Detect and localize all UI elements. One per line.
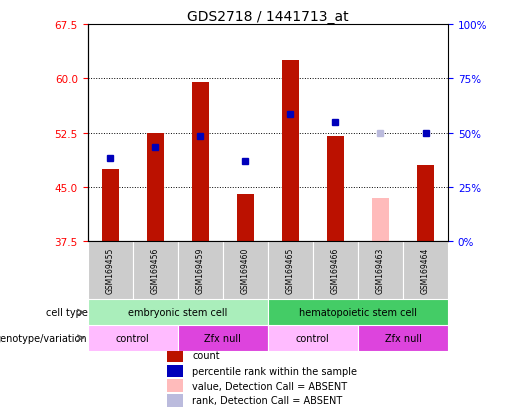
Bar (222, 242, 268, 300)
Text: GSM169465: GSM169465 (286, 247, 295, 294)
Text: control: control (296, 333, 330, 343)
Bar (282, 61, 299, 242)
Bar (133, 242, 178, 300)
Text: count: count (192, 351, 220, 361)
Text: GSM169460: GSM169460 (241, 247, 250, 294)
Text: GSM169463: GSM169463 (376, 247, 385, 294)
Bar (178, 242, 222, 300)
Bar (372, 198, 389, 242)
Bar (101, 169, 118, 242)
Bar (167, 349, 183, 362)
Bar (358, 242, 403, 300)
Title: GDS2718 / 1441713_at: GDS2718 / 1441713_at (187, 10, 349, 24)
Bar (167, 394, 183, 406)
Bar (167, 365, 183, 377)
Text: GSM169464: GSM169464 (421, 247, 430, 294)
Text: rank, Detection Call = ABSENT: rank, Detection Call = ABSENT (192, 395, 342, 405)
Text: GSM169455: GSM169455 (106, 247, 114, 294)
Bar (237, 195, 254, 242)
Bar (417, 166, 434, 242)
Text: hematopoietic stem cell: hematopoietic stem cell (299, 307, 417, 318)
Text: percentile rank within the sample: percentile rank within the sample (192, 366, 357, 376)
Text: embryonic stem cell: embryonic stem cell (128, 307, 227, 318)
Bar (268, 325, 358, 351)
Text: GSM169466: GSM169466 (331, 247, 340, 294)
Bar (403, 242, 448, 300)
Text: control: control (116, 333, 149, 343)
Bar (268, 242, 313, 300)
Text: GSM169456: GSM169456 (151, 247, 160, 294)
Bar (147, 133, 164, 242)
Bar (358, 325, 448, 351)
Text: genotype/variation: genotype/variation (0, 333, 88, 343)
Text: GSM169459: GSM169459 (196, 247, 204, 294)
Bar (268, 300, 448, 325)
Bar (178, 325, 268, 351)
Bar (88, 325, 178, 351)
Bar (88, 242, 133, 300)
Bar (327, 137, 344, 242)
Bar (192, 83, 209, 242)
Bar (313, 242, 358, 300)
Text: cell type: cell type (46, 307, 88, 318)
Bar (167, 379, 183, 392)
Text: Zfx null: Zfx null (385, 333, 421, 343)
Text: value, Detection Call = ABSENT: value, Detection Call = ABSENT (192, 381, 347, 391)
Bar (88, 300, 268, 325)
Text: Zfx null: Zfx null (204, 333, 241, 343)
